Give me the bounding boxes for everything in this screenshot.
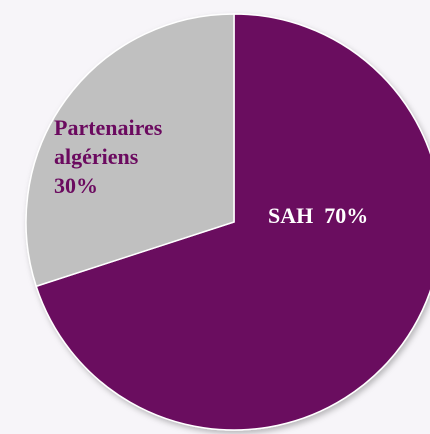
slice-label: SAH 70%: [268, 201, 428, 230]
value-label: 30%: [54, 173, 98, 198]
slice-label: Partenaires algériens 30%: [54, 113, 184, 200]
slices: [25, 13, 430, 431]
category-label: SAH: [268, 203, 314, 228]
pie-slice: [35, 13, 430, 431]
value-label: 70%: [324, 203, 369, 228]
pie-slice: [25, 13, 235, 288]
category-label: Partenaires algériens: [54, 115, 163, 169]
